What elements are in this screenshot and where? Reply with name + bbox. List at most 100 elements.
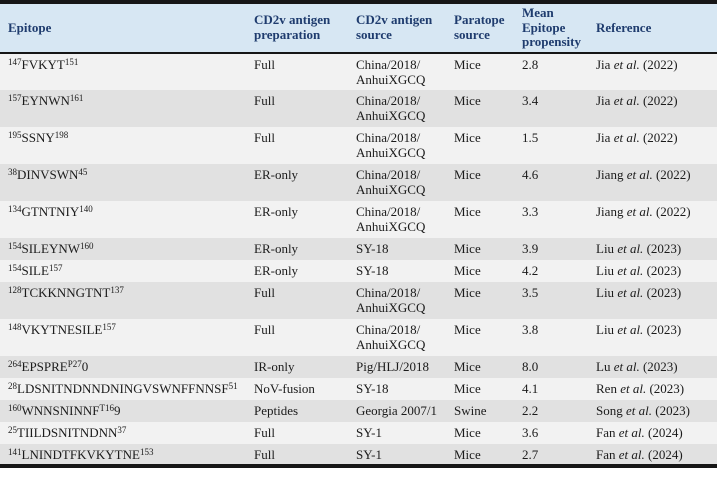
cell-preparation: NoV-fusion	[254, 377, 356, 400]
cell-epitope: 134GTNTNIY140	[0, 200, 254, 238]
reference-etal: et al.	[613, 129, 640, 145]
cell-paratope: Mice	[454, 421, 522, 444]
epitope-sequence: SSNY	[21, 129, 55, 145]
reference-year: (2022)	[639, 56, 678, 72]
epitope-start-position: 157	[8, 92, 22, 103]
cell-propensity: 4.1	[522, 377, 596, 400]
cell-propensity: 3.4	[522, 89, 596, 127]
table-row: 147FVKYT151 Full China/2018/AnhuiXGCQ Mi…	[0, 52, 717, 90]
epitope-start-position: 25	[8, 424, 17, 435]
epitope-end-position: 157	[102, 321, 116, 332]
source-line2: AnhuiXGCQ	[356, 336, 426, 352]
cell-propensity: 2.8	[522, 52, 596, 90]
epitope-end-position: 161	[69, 92, 84, 103]
cell-paratope: Mice	[454, 377, 522, 400]
epitope-start-position: 141	[8, 446, 22, 457]
reference-authors: Song	[596, 402, 626, 418]
cell-epitope: 157EYNWN161	[0, 89, 254, 127]
table-row: 25TIILDSNITNDNN37 Full SY-1 Mice 3.6 Fan…	[0, 421, 717, 444]
cell-reference: Fan et al. (2024)	[596, 443, 717, 466]
table-header: Epitope CD2v antigen preparation CD2v an…	[0, 2, 717, 54]
epitope-end-position: 157	[48, 262, 63, 273]
cell-epitope: 154SILEYNW160	[0, 237, 254, 260]
cell-paratope: Swine	[454, 399, 522, 422]
header-row: Epitope CD2v antigen preparation CD2v an…	[0, 2, 717, 54]
cell-propensity: 2.2	[522, 399, 596, 422]
reference-authors: Ren	[596, 380, 621, 396]
table-row: 157EYNWN161 Full China/2018/AnhuiXGCQ Mi…	[0, 89, 717, 127]
source-line2: AnhuiXGCQ	[356, 218, 426, 234]
epitope-end-position: 140	[79, 203, 93, 214]
epitope-start-position: 148	[8, 321, 22, 332]
table-row: 154SILE157 ER-only SY-18 Mice 4.2 Liu et…	[0, 259, 717, 282]
table-row: 154SILEYNW160 ER-only SY-18 Mice 3.9 Liu…	[0, 237, 717, 260]
cell-propensity: 3.6	[522, 421, 596, 444]
cell-reference: Lu et al. (2023)	[596, 355, 717, 378]
cell-preparation: ER-only	[254, 237, 356, 260]
cell-preparation: ER-only	[254, 259, 356, 282]
cell-reference: Jia et al. (2022)	[596, 52, 717, 90]
epitope-trailing-text: 0	[81, 358, 89, 374]
cell-paratope: Mice	[454, 200, 522, 238]
cell-source: SY-1	[356, 421, 454, 444]
reference-etal: et al.	[617, 240, 644, 256]
epitope-sequence: VKYTNESILE	[21, 321, 103, 337]
epitope-start-position: 134	[8, 203, 22, 214]
source-line2: AnhuiXGCQ	[356, 71, 426, 87]
cell-epitope: 128TCKKNNGTNT137	[0, 281, 254, 319]
cell-epitope: 28LDSNITNDNNDNINGVSWNFFNNSF51	[0, 377, 254, 400]
epitope-sequence: LNINDTFKVKYTNE	[21, 446, 140, 462]
cell-paratope: Mice	[454, 259, 522, 282]
cell-paratope: Mice	[454, 52, 522, 90]
table-row: 264EPSPREP270 IR-only Pig/HLJ/2018 Mice …	[0, 355, 717, 378]
table-body: 147FVKYT151 Full China/2018/AnhuiXGCQ Mi…	[0, 52, 717, 466]
reference-year: (2023)	[643, 262, 682, 278]
column-header-paratope: Paratope source	[454, 2, 522, 54]
cell-epitope: 195SSNY198	[0, 126, 254, 164]
reference-year: (2024)	[644, 424, 683, 440]
source-line1: SY-18	[356, 380, 389, 396]
cell-paratope: Mice	[454, 281, 522, 319]
cell-preparation: Peptides	[254, 399, 356, 422]
cell-propensity: 3.3	[522, 200, 596, 238]
source-line1: China/2018/	[356, 203, 421, 219]
epitope-end-position: 51	[228, 380, 238, 391]
cell-source: China/2018/AnhuiXGCQ	[356, 52, 454, 90]
cell-reference: Liu et al. (2023)	[596, 281, 717, 319]
source-line1: SY-1	[356, 424, 383, 440]
epitope-end-position: 160	[80, 240, 94, 251]
epitope-sequence: SILE	[21, 262, 49, 278]
table-row: 141LNINDTFKVKYTNE153 Full SY-1 Mice 2.7 …	[0, 443, 717, 466]
epitope-start-position: 154	[8, 262, 22, 273]
epitope-end-position: 151	[64, 56, 79, 67]
cell-preparation: ER-only	[254, 163, 356, 201]
table-row: 38DINVSWN45 ER-only China/2018/AnhuiXGCQ…	[0, 163, 717, 201]
source-line2: AnhuiXGCQ	[356, 181, 426, 197]
cell-propensity: 3.5	[522, 281, 596, 319]
reference-authors: Liu	[596, 284, 618, 300]
cell-preparation: Full	[254, 421, 356, 444]
reference-etal: et al.	[613, 92, 640, 108]
reference-year: (2022)	[652, 166, 691, 182]
cell-reference: Fan et al. (2024)	[596, 421, 717, 444]
source-line2: AnhuiXGCQ	[356, 299, 426, 315]
source-line1: Pig/HLJ/2018	[356, 358, 429, 374]
cell-source: China/2018/AnhuiXGCQ	[356, 200, 454, 238]
cell-reference: Liu et al. (2023)	[596, 318, 717, 356]
source-line1: China/2018/	[356, 92, 421, 108]
cell-preparation: IR-only	[254, 355, 356, 378]
reference-year: (2022)	[639, 129, 678, 145]
cell-epitope: 38DINVSWN45	[0, 163, 254, 201]
reference-authors: Liu	[596, 321, 618, 337]
cell-epitope: 264EPSPREP270	[0, 355, 254, 378]
cell-source: SY-18	[356, 377, 454, 400]
cell-source: SY-18	[356, 259, 454, 282]
reference-etal: et al.	[617, 262, 644, 278]
column-header-source: CD2v antigen source	[356, 2, 454, 54]
epitope-sequence: EPSPRE	[21, 358, 68, 374]
reference-authors: Fan	[596, 424, 619, 440]
cell-paratope: Mice	[454, 89, 522, 127]
cell-source: China/2018/AnhuiXGCQ	[356, 281, 454, 319]
column-header-preparation: CD2v antigen preparation	[254, 2, 356, 54]
reference-etal: et al.	[626, 166, 653, 182]
